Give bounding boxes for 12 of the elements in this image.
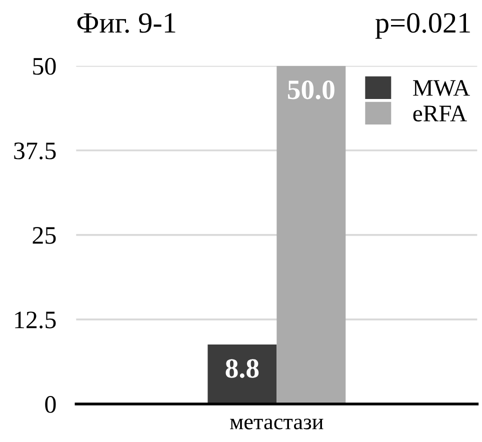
- y-tick-label: 12.5: [15, 312, 56, 328]
- y-tick-label: 0: [45, 396, 56, 413]
- chart-title: Фиг. 9-1: [77, 13, 176, 33]
- y-tick-label: 50: [33, 58, 56, 75]
- text: p=0.021: [375, 13, 470, 39]
- data-label: 8.8: [226, 359, 259, 378]
- x-tick-label: метастази: [230, 418, 324, 430]
- y-tick-label: 37.5: [14, 142, 56, 160]
- legend-label: MWA: [413, 80, 470, 96]
- data-label: 50.0: [288, 80, 334, 100]
- y-tick-label: 25: [32, 227, 56, 244]
- legend-label: eRFA: [413, 106, 467, 122]
